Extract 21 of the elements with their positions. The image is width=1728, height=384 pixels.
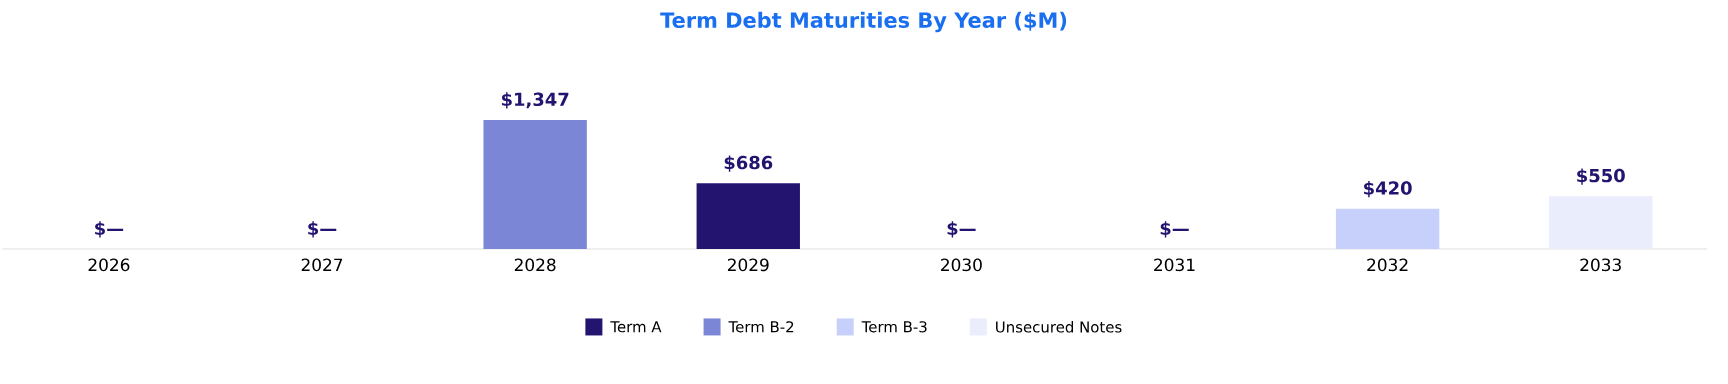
x-tick-label: 2029	[727, 258, 769, 272]
legend-label: Term A	[610, 321, 662, 333]
text: $—	[95, 221, 124, 238]
x-tick-label: 2030	[941, 258, 982, 272]
x-tick-label: 2028	[514, 258, 556, 272]
chart-title: Term Debt Maturities By Year ($M)	[660, 11, 1067, 33]
x-tick-label: 2027	[301, 258, 343, 272]
text: $—	[308, 221, 337, 238]
data-label: $686	[724, 155, 773, 172]
text: $—	[1160, 221, 1189, 238]
legend-label: Unsecured Notes	[996, 321, 1122, 333]
x-tick-label: 2031	[1154, 258, 1195, 272]
x-tick-label: 2026	[88, 258, 130, 272]
legend-label: Term B-3	[861, 321, 927, 333]
data-label: $420	[1364, 180, 1412, 198]
data-label: $550	[1577, 168, 1625, 185]
text: $—	[947, 221, 976, 238]
data-label: $1,347	[501, 92, 569, 109]
x-tick-label: 2032	[1367, 258, 1408, 272]
legend-label: Term B-2	[728, 321, 794, 333]
x-tick-label: 2033	[1580, 258, 1621, 272]
